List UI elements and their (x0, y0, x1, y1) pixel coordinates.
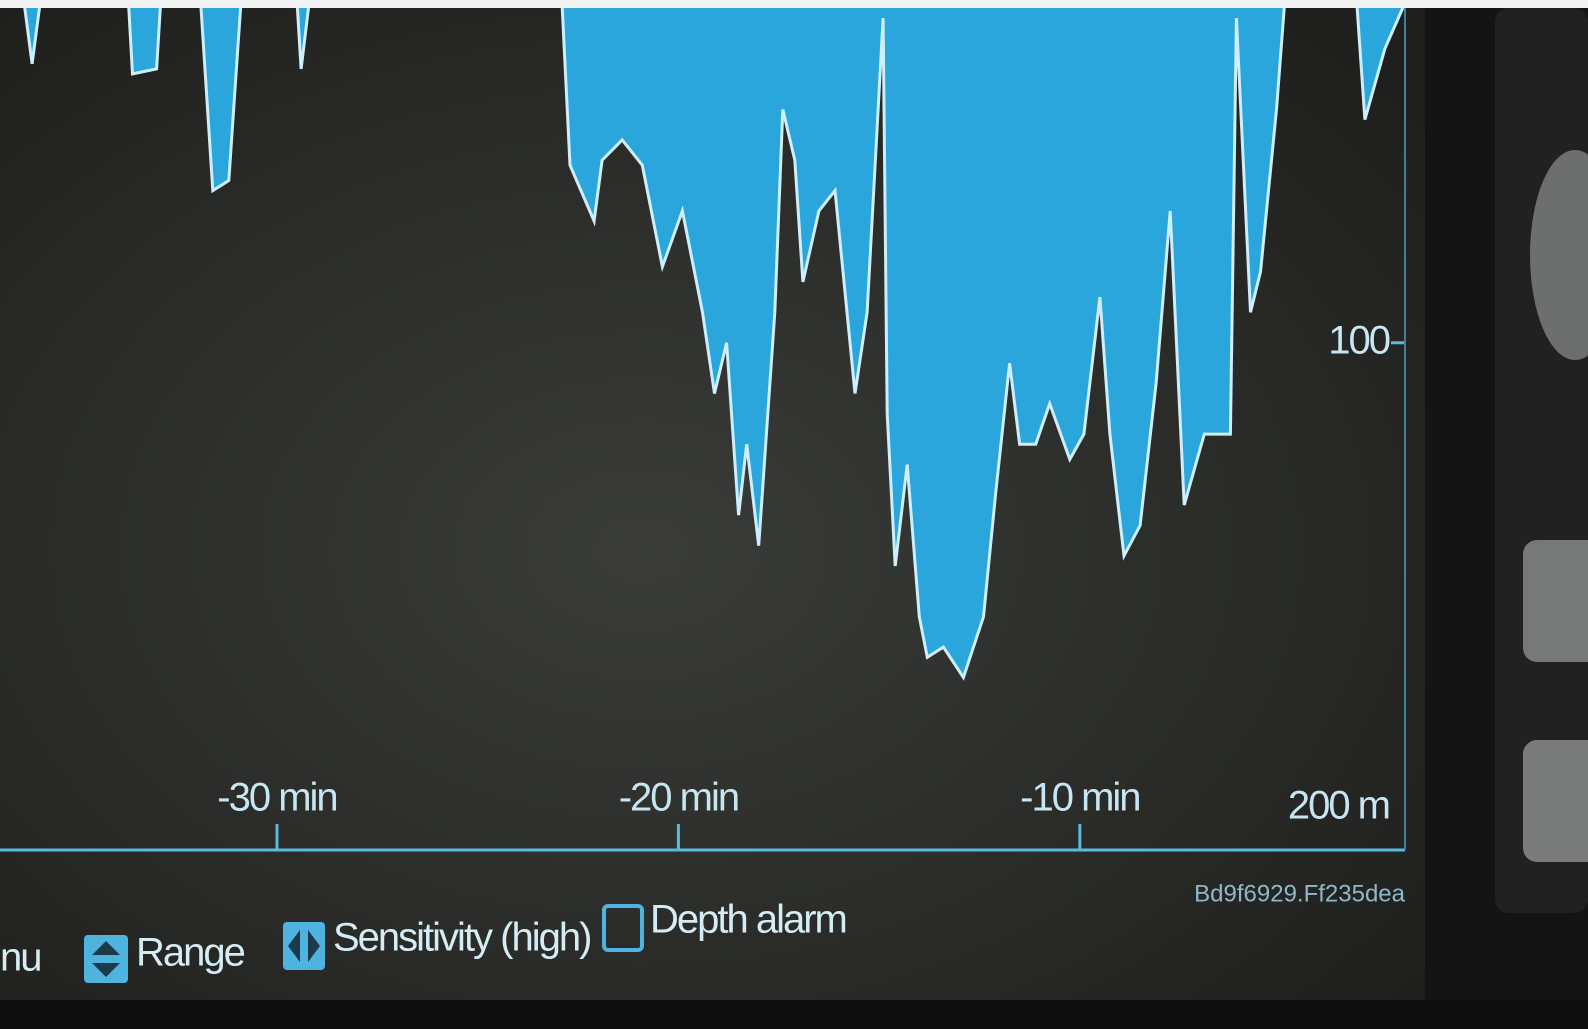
x-tick-label: -20 min (619, 776, 738, 820)
softkey-label[interactable]: Range (136, 931, 247, 975)
depth-line (23, 8, 1405, 681)
top-edge (0, 0, 1588, 8)
bottom-bezel (0, 1000, 1588, 1029)
x-tick-label: -10 min (1020, 776, 1139, 820)
plot-area (23, 8, 1405, 681)
rotary-knob[interactable] (1530, 150, 1588, 360)
range-icon[interactable] (84, 935, 128, 983)
softkey-bar: nu Range Sensitivity (high) Depth alarm … (0, 880, 1406, 983)
sensitivity-arrows (288, 930, 320, 962)
softkey-label[interactable]: Depth alarm (650, 898, 848, 942)
sensitivity-icon[interactable] (283, 922, 325, 970)
axes: -30 min -20 min -10 min 100 200 m (217, 318, 1405, 852)
softkey-label[interactable]: Sensitivity (high) (333, 916, 592, 960)
panel-button[interactable] (1523, 740, 1588, 862)
y-tick-label: 100 (1328, 318, 1389, 362)
y-tick-label: 200 m (1288, 784, 1389, 828)
range-arrows (92, 941, 120, 977)
softkey-label[interactable]: nu (0, 936, 43, 980)
depth-area (24, 8, 1403, 678)
depth-alarm-icon[interactable] (602, 904, 644, 952)
panel-button[interactable] (1523, 540, 1588, 662)
x-tick-label: -30 min (217, 776, 336, 820)
id-code: Bd9f6929.Ff235dea (1194, 880, 1405, 907)
